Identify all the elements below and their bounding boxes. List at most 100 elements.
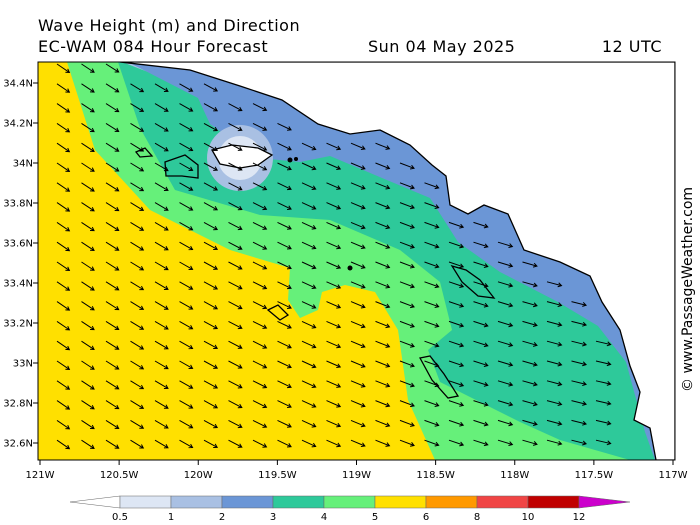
colorbar-label: 10 xyxy=(522,512,535,523)
arrow xyxy=(277,202,292,210)
arrow xyxy=(301,400,317,408)
arrow xyxy=(473,400,489,407)
arrow xyxy=(571,340,588,347)
arrow xyxy=(81,142,95,152)
arrow xyxy=(277,122,292,131)
arrow xyxy=(350,281,366,289)
arrow xyxy=(399,202,415,210)
arrow xyxy=(228,320,243,330)
lat-label: 33.8N xyxy=(3,199,33,210)
arrow xyxy=(203,162,219,171)
arrow xyxy=(105,241,120,251)
arrow xyxy=(595,419,612,426)
arrow xyxy=(350,380,366,388)
arrow xyxy=(277,162,292,171)
arrow xyxy=(81,400,95,410)
arrow xyxy=(179,221,194,231)
arrow xyxy=(81,380,95,390)
arrow xyxy=(448,320,465,328)
arrow xyxy=(130,261,145,271)
colorbar-swatch xyxy=(527,495,580,509)
arrow xyxy=(326,301,342,309)
arrow xyxy=(424,439,440,447)
arrow xyxy=(571,439,588,446)
arrow xyxy=(546,281,563,288)
arrow xyxy=(473,281,489,288)
arrow xyxy=(105,261,120,271)
arrow xyxy=(56,400,71,410)
colorbar-swatch xyxy=(170,495,223,509)
arrow xyxy=(130,162,145,172)
arrow xyxy=(522,380,538,387)
lat-label: 32.8N xyxy=(3,399,33,410)
arrow xyxy=(546,360,563,367)
arrow xyxy=(81,83,95,93)
arrow xyxy=(424,182,440,190)
arrow xyxy=(326,360,342,369)
arrow xyxy=(497,419,514,427)
arrow xyxy=(228,122,243,132)
arrow xyxy=(326,162,342,171)
lat-label: 34.2N xyxy=(3,119,33,130)
arrow xyxy=(81,182,95,192)
arrow xyxy=(203,320,219,330)
arrow xyxy=(56,103,71,113)
arrow xyxy=(399,261,415,269)
arrow xyxy=(301,162,317,171)
arrow xyxy=(350,142,366,151)
colorbar-label: 12 xyxy=(573,512,586,523)
arrow xyxy=(228,241,243,250)
lon-label: 119.5W xyxy=(258,470,297,481)
arrow xyxy=(81,241,95,251)
arrow xyxy=(350,162,366,170)
arrow xyxy=(252,142,268,151)
arrow xyxy=(105,142,120,152)
arrow xyxy=(130,83,145,93)
lat-label: 33.4N xyxy=(3,279,33,290)
arrow xyxy=(228,281,243,290)
colorbar-label: 0.5 xyxy=(112,512,128,523)
arrow xyxy=(105,301,120,311)
arrow xyxy=(252,380,268,389)
arrow xyxy=(228,439,243,448)
lon-label: 118W xyxy=(500,470,529,481)
arrow xyxy=(154,241,169,251)
arrow xyxy=(595,340,612,347)
arrow xyxy=(154,360,169,370)
arrow xyxy=(228,202,243,211)
arrow xyxy=(154,281,169,290)
arrow xyxy=(277,241,292,250)
arrow xyxy=(497,281,514,288)
colorbar-swatch xyxy=(323,495,376,509)
arrow xyxy=(546,320,563,327)
arrow xyxy=(105,63,120,73)
colorbar-label: 4 xyxy=(321,512,327,523)
date: Sun 04 May 2025 xyxy=(368,37,515,56)
arrow xyxy=(326,261,342,270)
arrow xyxy=(154,400,169,409)
arrow xyxy=(277,340,292,349)
arrow xyxy=(595,380,612,386)
arrow xyxy=(228,261,243,270)
arrow xyxy=(326,320,342,329)
arrow xyxy=(56,142,71,153)
arrow xyxy=(375,419,391,428)
arrow xyxy=(203,400,219,409)
arrow xyxy=(571,380,588,387)
arrow xyxy=(81,162,95,172)
arrow xyxy=(105,400,120,410)
arrow xyxy=(399,281,415,289)
colorbar-cap xyxy=(578,495,631,509)
arrow xyxy=(497,400,514,407)
arrow xyxy=(228,340,243,349)
arrow xyxy=(350,419,366,428)
arrow xyxy=(277,360,292,369)
arrow xyxy=(399,340,415,348)
arrow xyxy=(179,320,194,330)
arrow xyxy=(277,182,292,191)
lat-label: 33.6N xyxy=(3,239,33,250)
colorbar-label: 2 xyxy=(219,512,225,523)
arrow xyxy=(154,380,169,389)
arrow xyxy=(130,400,145,409)
arrow xyxy=(399,221,415,229)
